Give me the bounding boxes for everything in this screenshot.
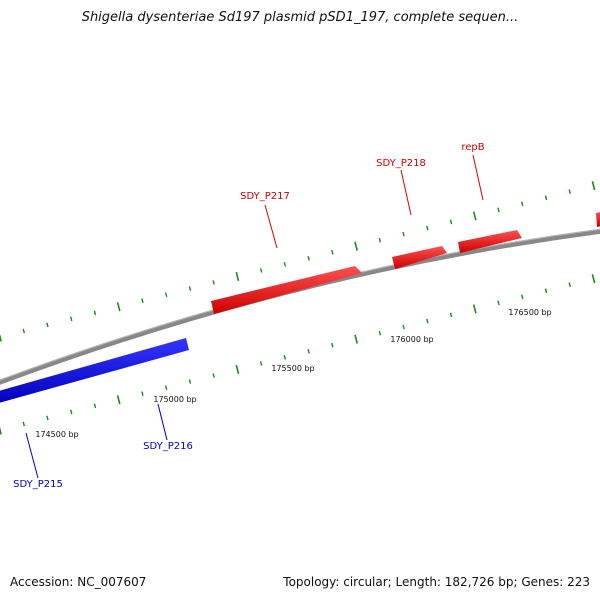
inner-tick-mark bbox=[188, 379, 192, 384]
gene-sdy-p215-p216[interactable] bbox=[0, 338, 189, 404]
plasmid-backbone bbox=[0, 228, 600, 385]
leader-sdy-p218 bbox=[400, 169, 412, 216]
outer-tick-mark bbox=[591, 181, 596, 191]
inner-tick-mark bbox=[472, 304, 477, 314]
outer-tick-mark bbox=[259, 268, 263, 273]
inner-tick-mark bbox=[70, 409, 73, 415]
inner-tick-mark bbox=[283, 355, 287, 360]
topology-summary: Topology: circular; Length: 182,726 bp; … bbox=[283, 575, 590, 589]
inner-tick-mark bbox=[378, 330, 382, 336]
ruler-label-176000: 176000 bp bbox=[390, 335, 433, 344]
inner-tick-mark bbox=[116, 395, 121, 405]
outer-tick-mark bbox=[521, 201, 524, 207]
inner-tick-mark bbox=[235, 364, 240, 374]
inner-tick-mark bbox=[307, 349, 310, 354]
leader-sdy-p215 bbox=[25, 432, 39, 479]
outer-tick-row bbox=[0, 181, 596, 342]
inner-tick-mark bbox=[449, 312, 453, 318]
ruler-label-174500: 174500 bp bbox=[35, 430, 78, 439]
leader-sdy-p217 bbox=[264, 204, 278, 249]
outer-tick-mark bbox=[497, 207, 500, 213]
inner-tick-mark bbox=[568, 282, 571, 287]
outer-tick-mark bbox=[402, 231, 405, 237]
ruler-label-176500: 176500 bp bbox=[508, 308, 551, 317]
outer-tick-mark bbox=[354, 241, 358, 251]
label-sdy-p217: SDY_P217 bbox=[240, 191, 290, 202]
outer-tick-mark bbox=[544, 195, 548, 201]
outer-tick-mark bbox=[568, 189, 571, 194]
inner-tick-mark bbox=[354, 334, 358, 344]
outer-tick-mark bbox=[93, 310, 97, 316]
outer-tick-mark bbox=[46, 322, 49, 328]
outer-tick-mark bbox=[0, 333, 2, 342]
accession-text: Accession: NC_007607 bbox=[10, 575, 147, 589]
inner-tick-mark bbox=[331, 342, 334, 348]
outer-tick-mark bbox=[164, 292, 168, 297]
outer-tick-mark bbox=[70, 316, 73, 322]
outer-tick-mark bbox=[141, 298, 144, 303]
inner-tick-mark bbox=[497, 300, 500, 306]
gene-partial-right[interactable] bbox=[596, 211, 600, 227]
inner-tick-mark bbox=[402, 324, 405, 330]
outer-tick-mark bbox=[235, 271, 240, 281]
inner-tick-mark bbox=[164, 385, 168, 390]
outer-tick-mark bbox=[426, 225, 429, 231]
outer-tick-mark bbox=[283, 262, 287, 267]
inner-tick-row bbox=[0, 274, 596, 435]
gene-repb[interactable] bbox=[458, 230, 522, 253]
map-title: Shigella dysenteriae Sd197 plasmid pSD1_… bbox=[81, 10, 519, 25]
outer-tick-mark bbox=[116, 302, 121, 312]
outer-tick-mark bbox=[307, 256, 310, 261]
inner-tick-mark bbox=[22, 421, 25, 427]
gene-sdy-p217[interactable] bbox=[211, 266, 362, 314]
outer-tick-mark bbox=[378, 237, 382, 243]
leader-sdy-p216 bbox=[157, 403, 168, 441]
inner-tick-mark bbox=[141, 391, 144, 396]
outer-tick-mark bbox=[188, 286, 192, 291]
label-repb: repB bbox=[461, 142, 484, 153]
ruler-label-175500: 175500 bp bbox=[271, 364, 314, 373]
inner-tick-mark bbox=[93, 403, 97, 409]
label-sdy-p216: SDY_P216 bbox=[143, 441, 193, 452]
inner-tick-mark bbox=[544, 288, 548, 294]
inner-tick-mark bbox=[46, 415, 49, 421]
outer-tick-mark bbox=[449, 219, 453, 225]
outer-tick-mark bbox=[472, 211, 477, 221]
inner-tick-mark bbox=[521, 294, 524, 300]
leader-repb bbox=[472, 154, 484, 201]
inner-tick-mark bbox=[259, 361, 263, 366]
outer-tick-mark bbox=[22, 328, 25, 334]
gene-sdy-p218[interactable] bbox=[392, 246, 447, 269]
ruler-label-175000: 175000 bp bbox=[153, 395, 196, 404]
inner-tick-mark bbox=[0, 426, 2, 435]
inner-tick-mark bbox=[591, 274, 596, 284]
label-sdy-p218: SDY_P218 bbox=[376, 158, 426, 169]
outer-tick-mark bbox=[212, 280, 215, 285]
inner-tick-mark bbox=[212, 373, 215, 378]
inner-tick-mark bbox=[426, 318, 429, 324]
plasmid-backbone-highlight bbox=[0, 228, 600, 381]
label-sdy-p215: SDY_P215 bbox=[13, 479, 63, 490]
outer-tick-mark bbox=[331, 249, 334, 255]
